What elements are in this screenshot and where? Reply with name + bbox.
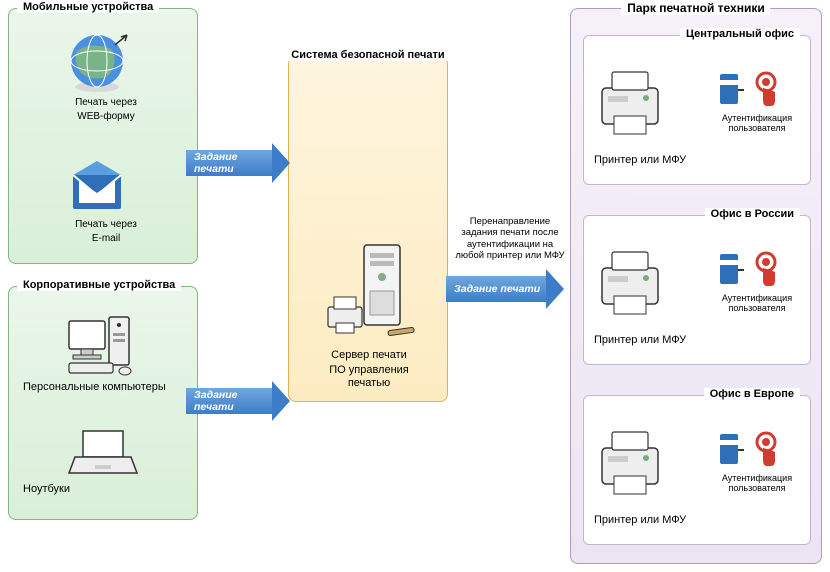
auth-label-1: Аутентификацияпользователя — [714, 114, 800, 134]
arrow-label-1: Задание печати — [194, 151, 272, 175]
auth-label-2: Аутентификацияпользователя — [714, 294, 800, 314]
icon-pc: Персональные компьютеры — [23, 311, 183, 394]
panel-office-central: Центральный офис Принтер или МФУ Аутенти… — [583, 35, 811, 185]
printer-label-3: Принтер или МФУ — [594, 514, 686, 526]
arrow-label-2: Задание печати — [194, 389, 272, 413]
card-icon — [716, 430, 746, 470]
laptop-label: Ноутбуки — [23, 483, 183, 496]
panel-mobile-title: Мобильные устройства — [17, 1, 159, 13]
auth-label-3: Аутентификацияпользователя — [714, 474, 800, 494]
panel-mobile-devices: Мобильные устройства Печать через WEB-фо… — [8, 8, 198, 264]
auth-icons-3 — [716, 430, 783, 470]
card-icon — [716, 250, 746, 290]
touch-icon — [749, 250, 783, 290]
printer-icon — [594, 66, 674, 142]
arrow-label-3: Задание печати — [454, 283, 540, 295]
desktop-icon — [63, 311, 143, 379]
panel-corporate-title: Корпоративные устройства — [17, 279, 181, 291]
panel-corporate-devices: Корпоративные устройства Персональные ко… — [8, 286, 198, 520]
server-label-1: Сервер печати — [307, 349, 431, 362]
printer-label-1: Принтер или МФУ — [594, 154, 686, 166]
card-icon — [716, 70, 746, 110]
panel-print-system: Система безопасной печати Сервер печати … — [288, 56, 448, 402]
auth-icons-1 — [716, 70, 783, 110]
icon-email-print: Печать через E-mail — [61, 157, 151, 245]
mail-icon — [61, 157, 133, 217]
panel-office-russia: Офис в России Принтер или МФУ Аутентифик… — [583, 215, 811, 365]
server-label-2: ПО управления печатью — [307, 364, 431, 390]
office2-title: Офис в России — [705, 208, 800, 220]
pc-label: Персональные компьютеры — [23, 381, 183, 394]
web-print-label-2: WEB-форму — [61, 111, 151, 123]
arrow-server-to-park: Задание печати — [446, 276, 546, 302]
touch-icon — [749, 70, 783, 110]
printer-icon — [594, 246, 674, 322]
arrow-mobile-to-server: Задание печати — [186, 150, 272, 176]
arrow-corporate-to-server: Задание печати — [186, 388, 272, 414]
panel-print-park: Парк печатной техники Центральный офис П… — [570, 8, 822, 564]
server-icon — [314, 237, 424, 347]
panel-park-title: Парк печатной техники — [621, 1, 770, 15]
touch-icon — [749, 430, 783, 470]
auth-icons-2 — [716, 250, 783, 290]
email-print-label-2: E-mail — [61, 233, 151, 245]
printer-label-2: Принтер или МФУ — [594, 334, 686, 346]
icon-web-print: Печать через WEB-форму — [61, 31, 151, 123]
email-print-label-1: Печать через — [61, 219, 151, 231]
panel-office-europe: Офис в Европе Принтер или МФУ Аутентифик… — [583, 395, 811, 545]
icon-print-server: Сервер печати ПО управления печатью — [307, 237, 431, 391]
web-print-label-1: Печать через — [61, 97, 151, 109]
note-redirect: Перенаправление задания печати после аут… — [452, 216, 568, 262]
laptop-icon — [65, 427, 141, 481]
globe-icon — [61, 31, 133, 95]
icon-laptop: Ноутбуки — [23, 427, 183, 496]
panel-server-title: Система безопасной печати — [285, 49, 450, 61]
printer-icon — [594, 426, 674, 502]
office1-title: Центральный офис — [680, 28, 800, 40]
office3-title: Офис в Европе — [704, 388, 800, 400]
